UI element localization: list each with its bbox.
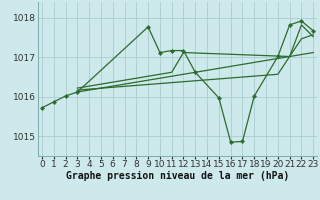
X-axis label: Graphe pression niveau de la mer (hPa): Graphe pression niveau de la mer (hPa) xyxy=(66,171,289,181)
